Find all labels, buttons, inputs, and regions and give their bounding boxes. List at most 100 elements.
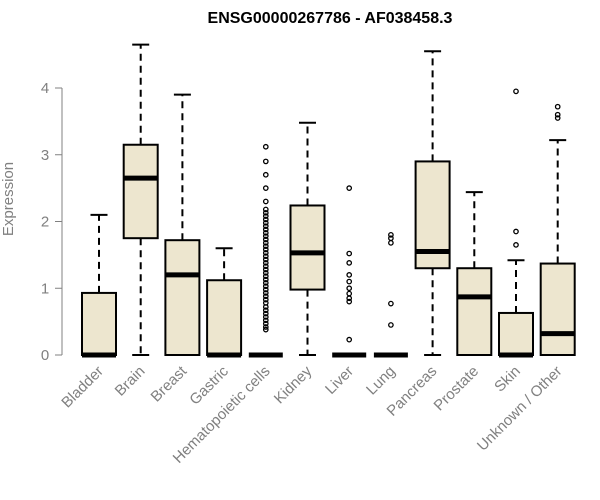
x-tick-label: Brain bbox=[112, 363, 149, 400]
box-iqr bbox=[539, 262, 576, 356]
outlier-point bbox=[513, 242, 519, 248]
box-prostate bbox=[456, 191, 493, 357]
outlier-point bbox=[346, 290, 353, 297]
outlier-point bbox=[262, 185, 269, 191]
y-tick-label: 0 bbox=[41, 347, 49, 364]
outlier-point bbox=[262, 300, 269, 306]
outlier-point bbox=[262, 317, 269, 324]
outlier-point bbox=[262, 320, 269, 327]
outlier-point bbox=[513, 88, 519, 95]
outlier-point bbox=[262, 290, 269, 296]
x-tick-label: Kidney bbox=[271, 362, 316, 407]
box-gastric bbox=[206, 247, 243, 358]
x-tick-label: Breast bbox=[148, 362, 191, 405]
outlier-point bbox=[262, 229, 269, 236]
x-tick-label: Lung bbox=[363, 363, 399, 399]
outlier-point bbox=[346, 185, 353, 191]
outlier-point bbox=[262, 256, 269, 263]
box-kidney bbox=[289, 121, 326, 356]
outlier-point bbox=[262, 307, 269, 314]
outlier-point bbox=[262, 219, 269, 226]
box-iqr bbox=[206, 279, 243, 356]
x-tick-label: Liver bbox=[322, 363, 357, 398]
outlier-point bbox=[262, 314, 269, 320]
outlier-point bbox=[262, 246, 269, 253]
x-tick-label: Skin bbox=[491, 363, 524, 396]
outlier-point bbox=[346, 285, 353, 292]
outlier-point bbox=[346, 336, 353, 343]
outlier-point bbox=[262, 206, 269, 213]
outlier-point bbox=[346, 298, 353, 305]
outlier-point bbox=[388, 322, 394, 328]
box-unknown-other bbox=[539, 103, 576, 356]
outlier-point bbox=[262, 216, 269, 223]
y-tick-label: 1 bbox=[41, 280, 49, 297]
y-tick-label: 3 bbox=[41, 147, 49, 164]
outlier-point bbox=[554, 103, 561, 110]
outlier-point bbox=[513, 228, 519, 235]
box-hematopoietic-cells bbox=[248, 143, 283, 358]
y-axis-label: Expression bbox=[0, 162, 17, 236]
outlier-point bbox=[262, 273, 269, 280]
box-liver bbox=[332, 185, 367, 358]
outlier-point bbox=[262, 324, 269, 330]
outlier-point bbox=[262, 296, 269, 303]
outlier-point bbox=[388, 240, 394, 246]
outlier-point bbox=[346, 278, 353, 285]
outlier-point bbox=[262, 270, 269, 276]
outlier-point bbox=[262, 283, 269, 290]
box-skin bbox=[498, 88, 534, 358]
box-iqr bbox=[81, 291, 117, 356]
outlier-point bbox=[262, 213, 269, 220]
y-tick-label: 2 bbox=[41, 214, 49, 231]
outlier-point bbox=[262, 198, 269, 205]
outlier-point bbox=[554, 111, 561, 118]
box-brain bbox=[122, 43, 159, 356]
box-lung bbox=[373, 232, 408, 358]
box-iqr bbox=[289, 204, 326, 291]
outlier-point bbox=[346, 260, 353, 266]
outlier-point bbox=[262, 143, 269, 150]
outlier-point bbox=[262, 240, 269, 246]
outlier-point bbox=[346, 250, 353, 257]
outlier-point bbox=[262, 226, 269, 233]
outlier-point bbox=[346, 272, 353, 278]
x-tick-label: Bladder bbox=[58, 363, 107, 412]
boxes-group bbox=[81, 43, 576, 358]
outlier-point bbox=[262, 250, 269, 256]
outlier-point bbox=[262, 158, 269, 165]
outlier-point bbox=[262, 286, 269, 293]
box-iqr bbox=[498, 311, 534, 357]
box-iqr bbox=[164, 239, 201, 356]
box-iqr bbox=[122, 143, 159, 240]
outlier-point bbox=[388, 300, 394, 307]
outlier-point bbox=[262, 280, 269, 286]
outlier-point bbox=[262, 243, 269, 250]
outlier-point bbox=[262, 263, 269, 270]
outlier-point bbox=[388, 232, 394, 238]
y-tick-label: 4 bbox=[41, 80, 49, 97]
box-pancreas bbox=[414, 50, 451, 356]
outlier-point bbox=[262, 326, 269, 333]
outlier-point bbox=[262, 260, 269, 266]
outlier-point bbox=[262, 223, 269, 230]
chart-title: ENSG00000267786 - AF038458.3 bbox=[208, 10, 453, 27]
outlier-point bbox=[262, 293, 269, 300]
outlier-point bbox=[262, 310, 269, 317]
outlier-point bbox=[388, 235, 394, 242]
y-axis: 0 1 2 3 4 bbox=[41, 80, 63, 364]
x-tick-label: Prostate bbox=[431, 363, 483, 415]
box-bladder bbox=[81, 213, 117, 358]
outlier-point bbox=[554, 115, 561, 121]
box-breast bbox=[164, 93, 201, 356]
outlier-point bbox=[262, 236, 269, 243]
outlier-point bbox=[262, 209, 269, 216]
outlier-point bbox=[262, 276, 269, 283]
box-iqr bbox=[456, 267, 493, 357]
outlier-point bbox=[262, 266, 269, 273]
outlier-point bbox=[262, 171, 269, 178]
outlier-point bbox=[262, 233, 269, 240]
outlier-point bbox=[262, 253, 269, 260]
